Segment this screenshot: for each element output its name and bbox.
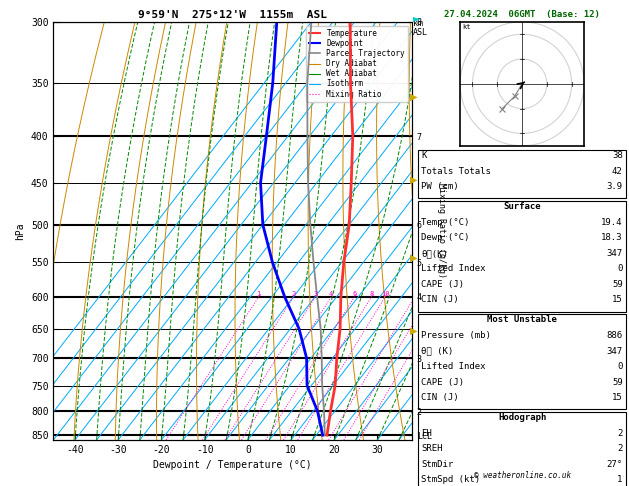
- Text: Pressure (mb): Pressure (mb): [421, 331, 491, 340]
- Text: 4: 4: [329, 291, 333, 297]
- Text: Temp (°C): Temp (°C): [421, 218, 470, 227]
- Text: 18.3: 18.3: [601, 233, 623, 243]
- Text: ASL: ASL: [413, 28, 428, 37]
- Text: ►: ►: [413, 14, 421, 24]
- Text: 1: 1: [257, 291, 260, 297]
- Text: CIN (J): CIN (J): [421, 295, 459, 305]
- Text: StmSpd (kt): StmSpd (kt): [421, 475, 481, 485]
- Text: Most Unstable: Most Unstable: [487, 315, 557, 325]
- Text: km: km: [413, 19, 423, 29]
- X-axis label: Dewpoint / Temperature (°C): Dewpoint / Temperature (°C): [153, 460, 312, 470]
- Text: Hodograph: Hodograph: [498, 413, 546, 422]
- Y-axis label: hPa: hPa: [16, 222, 25, 240]
- Text: 2: 2: [617, 429, 623, 438]
- Text: 3.9: 3.9: [606, 182, 623, 191]
- Text: PW (cm): PW (cm): [421, 182, 459, 191]
- Text: 1: 1: [617, 475, 623, 485]
- Text: 59: 59: [612, 280, 623, 289]
- Text: 6: 6: [352, 291, 357, 297]
- Text: K: K: [421, 151, 427, 160]
- Text: θᴇ(K): θᴇ(K): [421, 249, 448, 258]
- Text: SREH: SREH: [421, 444, 443, 453]
- Text: 347: 347: [606, 249, 623, 258]
- Text: 2: 2: [617, 444, 623, 453]
- Text: ▶: ▶: [410, 175, 418, 185]
- Text: 15: 15: [612, 295, 623, 305]
- Text: 27°: 27°: [606, 460, 623, 469]
- Text: 15: 15: [612, 393, 623, 402]
- Legend: Temperature, Dewpoint, Parcel Trajectory, Dry Adiabat, Wet Adiabat, Isotherm, Mi: Temperature, Dewpoint, Parcel Trajectory…: [306, 26, 408, 102]
- Text: 59: 59: [612, 378, 623, 387]
- Text: 3: 3: [313, 291, 317, 297]
- Text: 38: 38: [612, 151, 623, 160]
- Text: Totals Totals: Totals Totals: [421, 167, 491, 176]
- Text: kt: kt: [462, 24, 471, 30]
- Text: 347: 347: [606, 347, 623, 356]
- Text: CAPE (J): CAPE (J): [421, 280, 464, 289]
- Text: 10: 10: [381, 291, 389, 297]
- Text: Lifted Index: Lifted Index: [421, 264, 486, 274]
- Text: 0: 0: [617, 264, 623, 274]
- Text: Dewp (°C): Dewp (°C): [421, 233, 470, 243]
- Text: ▶: ▶: [410, 92, 418, 102]
- Text: 19.4: 19.4: [601, 218, 623, 227]
- Text: ▶: ▶: [410, 326, 418, 335]
- Text: 886: 886: [606, 331, 623, 340]
- Text: 42: 42: [612, 167, 623, 176]
- Text: ▶: ▶: [410, 253, 418, 262]
- Text: CIN (J): CIN (J): [421, 393, 459, 402]
- Text: CAPE (J): CAPE (J): [421, 378, 464, 387]
- Text: Lifted Index: Lifted Index: [421, 362, 486, 371]
- Text: StmDir: StmDir: [421, 460, 454, 469]
- Text: 8: 8: [369, 291, 374, 297]
- Text: θᴇ (K): θᴇ (K): [421, 347, 454, 356]
- Text: 27.04.2024  06GMT  (Base: 12): 27.04.2024 06GMT (Base: 12): [444, 10, 600, 19]
- Text: Surface: Surface: [503, 202, 541, 211]
- Text: © weatheronline.co.uk: © weatheronline.co.uk: [474, 471, 571, 480]
- Y-axis label: Mixing Ratio (g/kg): Mixing Ratio (g/kg): [437, 183, 446, 278]
- Text: 0: 0: [617, 362, 623, 371]
- Text: 2: 2: [291, 291, 296, 297]
- Title: 9°59'N  275°12'W  1155m  ASL: 9°59'N 275°12'W 1155m ASL: [138, 10, 327, 20]
- Text: EH: EH: [421, 429, 432, 438]
